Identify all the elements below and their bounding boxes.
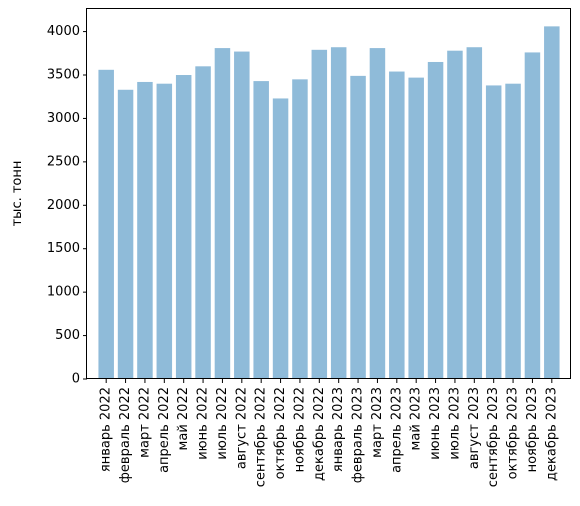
x-tick-label: июль 2023 [447,387,462,460]
bar-12 [311,49,328,379]
bar-22 [505,83,521,379]
x-tick-label: апрель 2022 [157,387,172,473]
bar-1 [98,69,114,380]
bar-9 [253,81,269,379]
x-axis: январь 2022 февраль 2022 март 2022 апрель 2… [99,379,559,487]
bar-6 [195,66,211,379]
x-tick-label: август 2023 [467,387,482,469]
x-tick-label: май 2023 [409,387,424,450]
plot-frame [86,8,571,379]
x-tick-label: сентябрь 2023 [486,387,501,487]
x-tick-label: январь 2022 [99,387,114,472]
bar-18 [427,61,444,379]
y-tick-label: 500 [55,328,80,343]
bar-4 [156,83,173,379]
y-tick-label: 3000 [47,111,80,126]
bar-8 [234,51,250,380]
x-tick-label: февраль 2023 [351,387,366,483]
bar-20 [466,47,483,379]
bar-16 [389,71,405,379]
bar-7 [214,48,231,379]
x-tick-label: январь 2023 [331,387,346,472]
bar-19 [447,50,463,379]
x-tick-label: октябрь 2023 [506,387,521,479]
x-tick-label: июнь 2022 [196,387,211,460]
x-tick-label: август 2022 [234,387,249,469]
y-tick-label: 2500 [47,154,80,169]
x-tick-label: декабрь 2023 [544,387,559,481]
y-tick-label: 1000 [47,285,80,300]
bar-2 [117,89,134,380]
y-tick-label: 4000 [47,24,80,39]
bar-10 [272,98,289,380]
x-tick-label: март 2022 [137,387,152,458]
bar-24 [544,26,560,380]
y-tick-label: 0 [72,372,80,387]
bar-14 [350,75,366,379]
y-tick-label: 3500 [47,68,80,83]
bar-17 [408,77,424,380]
bar-15 [369,48,386,379]
bar-3 [137,81,153,380]
y-axis-label: тыс. тонн [10,161,25,227]
bar-23 [524,52,541,380]
x-tick-label: май 2022 [176,387,191,450]
x-tick-label: февраль 2022 [118,387,133,483]
bar-11 [292,79,308,379]
x-tick-label: апрель 2023 [389,387,404,473]
y-tick-label: 2000 [47,198,80,213]
x-tick-label: июнь 2023 [428,387,443,460]
x-tick-label: ноябрь 2022 [292,387,307,472]
bar-13 [330,47,347,379]
x-tick-label: сентябрь 2022 [254,387,269,487]
bar-21 [485,85,502,380]
x-tick-label: декабрь 2022 [312,387,327,481]
x-tick-label: октябрь 2022 [273,387,288,479]
y-tick-label: 1500 [47,241,80,256]
x-tick-label: март 2023 [370,387,385,458]
x-tick-label: ноябрь 2023 [525,387,540,472]
bars-group [98,26,560,380]
x-tick-label: июль 2022 [215,387,230,460]
bar-5 [175,75,192,379]
y-axis: 0 500 1000 1500 2000 2500 3000 3500 4000 [47,24,87,387]
